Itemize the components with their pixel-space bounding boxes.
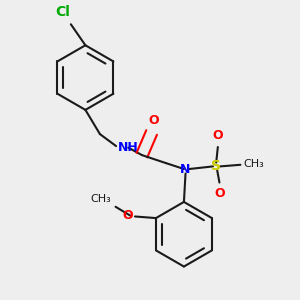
Text: O: O — [212, 129, 223, 142]
Text: Cl: Cl — [55, 5, 70, 20]
Text: CH₃: CH₃ — [90, 194, 111, 203]
Text: O: O — [214, 188, 225, 200]
Text: N: N — [180, 163, 191, 176]
Text: O: O — [148, 114, 158, 127]
Text: S: S — [211, 159, 221, 173]
Text: O: O — [122, 209, 133, 222]
Text: CH₃: CH₃ — [244, 159, 264, 169]
Text: NH: NH — [118, 140, 138, 154]
